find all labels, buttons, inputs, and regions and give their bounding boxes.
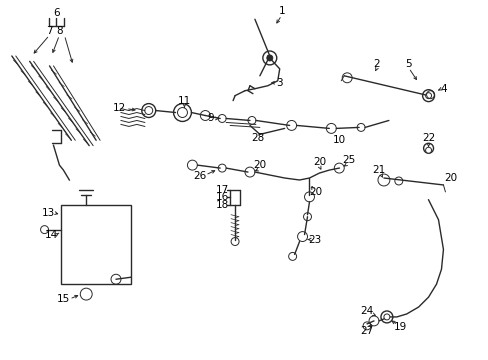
Circle shape bbox=[425, 93, 431, 99]
Text: 28: 28 bbox=[251, 133, 264, 143]
Text: 16: 16 bbox=[215, 192, 228, 202]
Text: 7: 7 bbox=[46, 26, 53, 36]
Bar bbox=[61, 205, 131, 284]
Text: 4: 4 bbox=[439, 84, 446, 94]
Text: 22: 22 bbox=[421, 133, 434, 143]
Text: 2: 2 bbox=[373, 59, 380, 69]
Text: 21: 21 bbox=[371, 165, 385, 175]
Text: 27: 27 bbox=[360, 326, 373, 336]
Text: 24: 24 bbox=[360, 306, 373, 316]
Circle shape bbox=[425, 147, 431, 153]
Text: 1: 1 bbox=[278, 6, 285, 16]
Text: 20: 20 bbox=[308, 187, 322, 197]
Text: 13: 13 bbox=[42, 208, 55, 218]
Text: 11: 11 bbox=[178, 96, 191, 105]
Text: 12: 12 bbox=[112, 103, 125, 113]
Text: 19: 19 bbox=[393, 322, 407, 332]
Text: 5: 5 bbox=[405, 59, 411, 69]
Text: 6: 6 bbox=[53, 8, 60, 18]
Text: 9: 9 bbox=[206, 113, 213, 123]
Text: 20: 20 bbox=[253, 160, 266, 170]
Text: 20: 20 bbox=[312, 157, 325, 167]
Circle shape bbox=[266, 55, 272, 61]
Text: 15: 15 bbox=[57, 294, 70, 304]
Text: 18: 18 bbox=[215, 200, 228, 210]
Text: 23: 23 bbox=[307, 234, 321, 244]
Text: 26: 26 bbox=[193, 171, 206, 181]
Text: 17: 17 bbox=[215, 185, 228, 195]
Text: 20: 20 bbox=[443, 173, 456, 183]
Text: 25: 25 bbox=[342, 155, 355, 165]
Circle shape bbox=[383, 314, 389, 320]
Text: 14: 14 bbox=[45, 230, 58, 239]
Text: 10: 10 bbox=[332, 135, 345, 145]
Text: 3: 3 bbox=[276, 78, 283, 88]
Text: 8: 8 bbox=[56, 26, 62, 36]
